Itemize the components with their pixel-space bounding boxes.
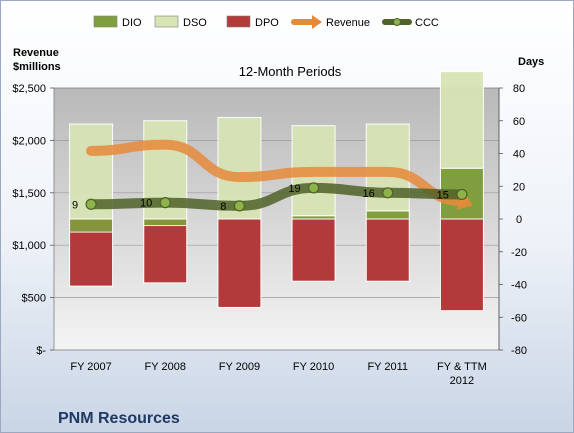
legend: DIO DSO DPO Revenue CCC	[93, 15, 439, 29]
right-tick-label: -80	[511, 345, 527, 357]
right-tick-label: 60	[513, 116, 525, 128]
ccc-marker	[233, 200, 246, 212]
bar-dio	[143, 218, 188, 227]
category-labels: FY 2007 FY 2008 FY 2009 FY 2010 FY 2011 FY & …	[70, 361, 486, 387]
left-axis-title-line2: $millions	[13, 61, 61, 73]
right-tick-label: 20	[513, 181, 525, 193]
legend-label-dso: DSO	[183, 17, 207, 29]
right-tick-label: 0	[516, 214, 522, 226]
legend-label-dpo: DPO	[255, 17, 279, 29]
ccc-marker	[456, 188, 468, 201]
ccc-marker	[85, 198, 97, 210]
plot-area	[53, 87, 500, 351]
category-label: FY 2010	[293, 361, 334, 373]
ccc-data-label: 15	[437, 189, 449, 201]
ccc-data-label: 10	[140, 198, 152, 210]
ccc-data-label: 8	[220, 201, 226, 213]
ccc-marker	[382, 187, 394, 199]
legend-swatch-dso	[154, 15, 179, 28]
bar-dso	[439, 71, 484, 169]
right-tick-label: -20	[511, 247, 527, 259]
bar-dpo	[365, 218, 410, 282]
right-tick-label: 40	[513, 149, 525, 161]
category-label: FY 2008	[145, 361, 186, 373]
bar-dpo	[143, 218, 188, 284]
left-tick-label: $500	[22, 293, 46, 305]
company-name: PNM Resources	[58, 410, 180, 427]
category-label: FY & TTM 2012	[437, 361, 487, 387]
ccc-marker	[307, 182, 320, 194]
bar-dpo	[217, 218, 262, 308]
legend-label-revenue: Revenue	[326, 17, 370, 29]
legend-label-dio: DIO	[122, 17, 142, 29]
revenue-arrowhead	[456, 191, 474, 210]
legend-swatch-dio	[93, 15, 118, 28]
ccc-data-label: 16	[363, 188, 375, 200]
right-axis-title: Days	[518, 56, 544, 68]
left-tick-label: $1,500	[12, 188, 46, 200]
right-tick-label: 80	[513, 83, 525, 95]
bar-dio	[365, 210, 410, 220]
left-tick-label: $-	[36, 345, 46, 357]
legend-swatch-dpo	[226, 15, 251, 28]
legend-label-ccc: CCC	[415, 17, 439, 29]
ccc-line	[86, 182, 467, 211]
left-tick-label: $2,000	[12, 135, 46, 147]
legend-swatch-ccc-marker	[393, 18, 401, 26]
category-label: FY 2011	[367, 361, 408, 373]
left-tick-label: $2,500	[12, 83, 46, 95]
legend-swatch-revenue-arrow	[312, 15, 322, 29]
category-label: FY 2007	[70, 361, 111, 373]
right-tick-label: -40	[511, 280, 527, 292]
line-series	[85, 139, 474, 212]
plot-background	[53, 87, 500, 351]
left-axis-title-line1: Revenue	[13, 47, 59, 59]
bar-dpo	[439, 218, 484, 312]
left-tick-label: $1,000	[12, 240, 46, 252]
ccc-data-label: 9	[72, 199, 78, 211]
bar-dio	[69, 218, 114, 233]
ccc-marker	[159, 197, 171, 209]
bar-dpo	[291, 218, 336, 282]
category-label: FY 2009	[219, 361, 260, 373]
right-tick-label: -60	[511, 312, 527, 324]
revenue-line	[86, 139, 467, 207]
ccc-data-label: 19	[288, 183, 300, 195]
chart-subtitle: 12-Month Periods	[239, 64, 342, 79]
left-axis-ticks: $- $500 $1,000 $1,500 $2,000 $2,500	[12, 83, 54, 357]
data-labels: 9 10 8 19 16 15	[72, 183, 449, 213]
right-axis-ticks: -80 -60 -40 -20 0 20 40 60 80	[498, 83, 527, 357]
